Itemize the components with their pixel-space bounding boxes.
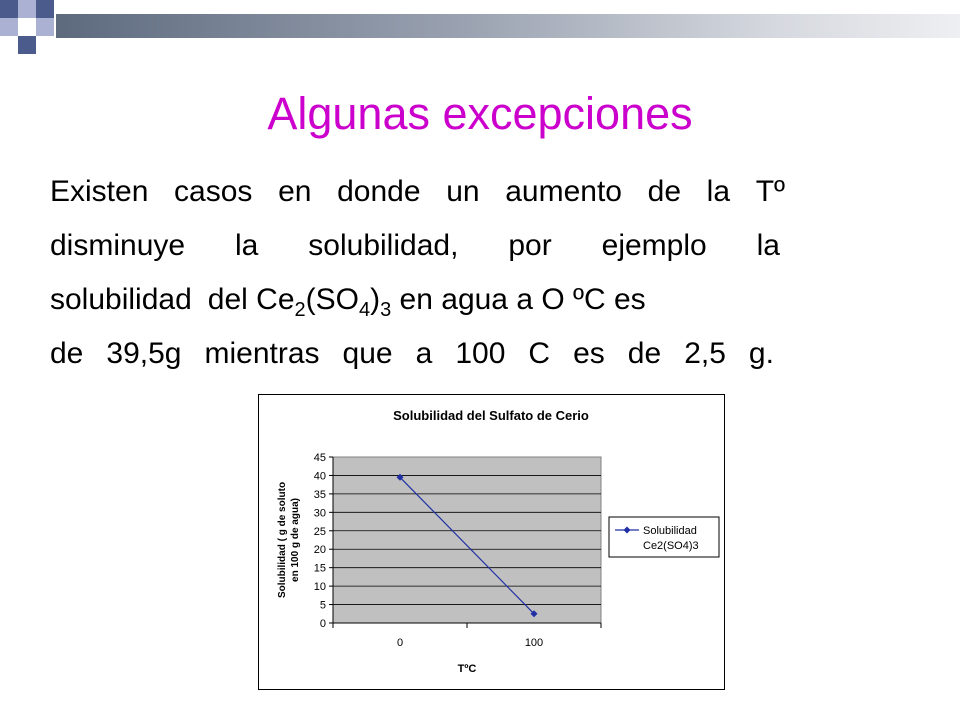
- body-word: la: [235, 229, 259, 262]
- legend-label: Solubilidad: [643, 525, 697, 537]
- body-line: Existen casos en donde un aumento de la Tº: [50, 165, 785, 219]
- deco-square: [18, 18, 36, 36]
- body-fragment: ): [370, 283, 381, 316]
- series-line: [399, 476, 535, 615]
- chart-frame: Solubilidad del Sulfato de Cerio 0 5 10 15 20…: [258, 394, 725, 690]
- y-tick-label: 5: [320, 600, 326, 612]
- chart-title: Solubilidad del Sulfato de Cerio: [393, 408, 589, 423]
- body-word: por: [508, 229, 552, 262]
- y-tick-label: 40: [314, 470, 326, 482]
- deco-square: [0, 0, 18, 18]
- body-fragment: en agua a O ºC es: [391, 283, 646, 316]
- y-tick-label: 10: [314, 581, 326, 593]
- body-fragment: del Ce: [207, 283, 295, 316]
- legend-label: Ce2(SO4)3: [643, 540, 699, 552]
- y-tick-label: 45: [314, 452, 326, 464]
- body-fragment: (SO: [305, 283, 359, 316]
- body-word: de: [647, 175, 682, 208]
- x-axis-label: TºC: [458, 663, 477, 675]
- body-word: de: [627, 337, 662, 370]
- subscript: 3: [380, 299, 392, 321]
- subscript: 2: [294, 299, 306, 321]
- deco-square: [36, 0, 54, 18]
- y-tick-label: 25: [314, 526, 326, 538]
- body-word: a: [415, 337, 433, 370]
- body-word: solubilidad,: [308, 229, 459, 262]
- body-word: es: [573, 337, 605, 370]
- deco-square: [18, 36, 36, 54]
- body-formula: del Ce2(SO4)3 en agua a O ºC es: [208, 273, 646, 327]
- body-word: 100: [455, 337, 506, 370]
- x-tick-label: 0: [397, 637, 403, 649]
- body-word: Existen: [50, 175, 149, 208]
- body-word: solubilidad: [50, 283, 192, 316]
- body-line: disminuye la solubilidad, por ejemplo la: [50, 219, 780, 273]
- y-axis-label-line: Solubilidad ( g de soluto: [277, 482, 288, 598]
- legend-box: [608, 516, 720, 558]
- body-word: C: [528, 337, 551, 370]
- body-word: ejemplo: [601, 229, 707, 262]
- body-line: solubilidad del Ce2(SO4)3 en agua a O ºC …: [50, 273, 890, 327]
- body-word: la: [706, 175, 731, 208]
- y-tick-label: 35: [314, 489, 326, 501]
- subscript: 4: [358, 299, 371, 321]
- y-axis-label-line: en 100 g de agua): [290, 498, 301, 582]
- body-text: Existen casos en donde un aumento de la Tº dismin…: [50, 165, 890, 381]
- y-tick-label: 0: [320, 618, 326, 630]
- body-word: disminuye: [50, 229, 186, 262]
- body-word: g.: [748, 337, 774, 370]
- deco-square: [36, 18, 54, 36]
- body-word: donde: [337, 175, 421, 208]
- deco-square: [18, 0, 36, 18]
- data-point: [396, 473, 404, 481]
- body-word: 39,5g: [106, 337, 182, 370]
- body-word: de: [50, 337, 84, 370]
- deco-top-bar: [56, 14, 960, 38]
- body-word: 2,5: [684, 337, 726, 370]
- deco-square: [0, 18, 18, 36]
- plot-area: [332, 456, 602, 624]
- body-word: un: [446, 175, 480, 208]
- y-tick-label: 30: [314, 507, 326, 519]
- body-word: Tº: [755, 175, 785, 208]
- body-word: casos: [174, 175, 253, 208]
- data-point: [530, 610, 538, 618]
- y-axis-label: Solubilidad ( g de soluto en 100 g de agu…: [277, 482, 301, 598]
- body-word: mientras: [204, 337, 320, 370]
- legend-marker: [623, 526, 631, 534]
- x-tick-label: 100: [525, 637, 543, 649]
- body-word: aumento: [505, 175, 622, 208]
- line-chart: Solubilidad del Sulfato de Cerio 0 5 10 15 20…: [277, 408, 720, 675]
- body-word: que: [342, 337, 393, 370]
- body-word: la: [756, 229, 780, 262]
- y-tick-label: 20: [314, 544, 326, 556]
- y-tick-label: 15: [314, 563, 326, 575]
- body-word: en: [278, 175, 312, 208]
- slide-title: Algunas excepciones: [267, 88, 693, 139]
